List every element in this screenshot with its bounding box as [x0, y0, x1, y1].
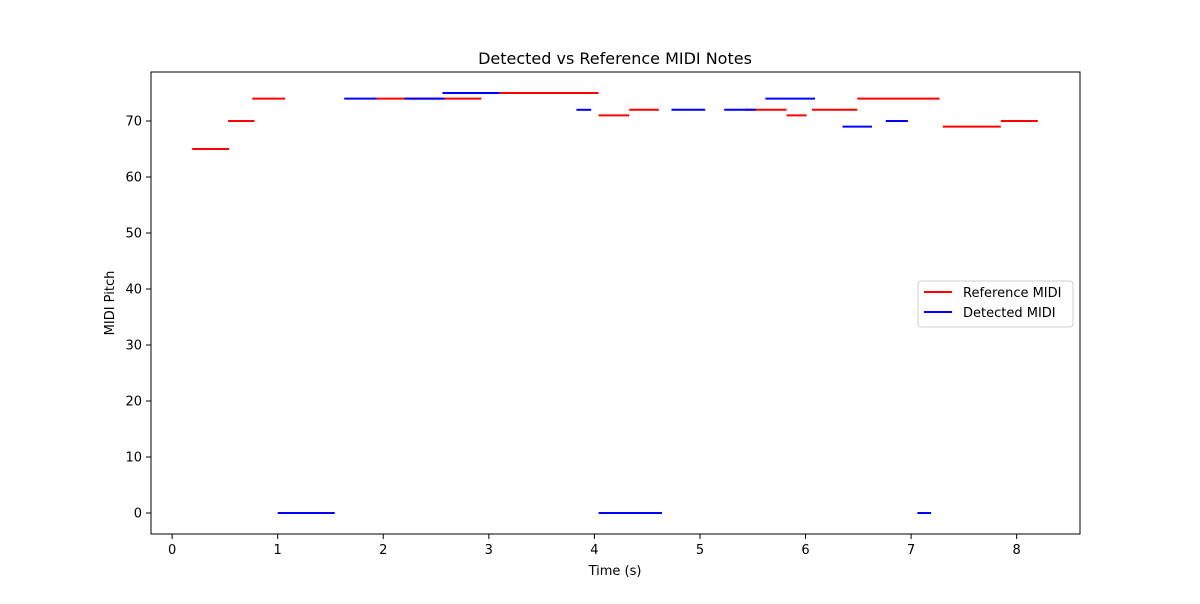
x-tick-label-5: 5	[696, 543, 704, 558]
y-tick-label-5: 50	[125, 227, 142, 242]
x-tick-label-7: 7	[907, 543, 915, 558]
y-tick-label-1: 10	[125, 451, 142, 466]
legend-label-detected: Detected MIDI	[963, 306, 1056, 321]
legend: Reference MIDI Detected MIDI	[917, 280, 1074, 328]
plot-area	[192, 92, 1038, 514]
y-tick-label-3: 30	[125, 339, 142, 354]
y-axis-label: MIDI Pitch	[103, 271, 118, 336]
legend-label-reference: Reference MIDI	[963, 286, 1062, 301]
x-tick-label-6: 6	[801, 543, 809, 558]
detected-series	[277, 92, 932, 514]
x-tick-label-2: 2	[379, 543, 387, 558]
y-tick-label-0: 0	[134, 507, 142, 522]
x-axis: 0 1 2 3 4 5 6 7 8	[168, 534, 1021, 558]
x-tick-label-0: 0	[168, 543, 176, 558]
y-tick-label-2: 20	[125, 395, 142, 410]
chart-title: Detected vs Reference MIDI Notes	[478, 49, 752, 68]
axes-frame	[150, 71, 1081, 535]
x-tick-label-3: 3	[485, 543, 493, 558]
x-tick-label-4: 4	[590, 543, 598, 558]
y-axis: 0 10 20 30 40 50 60 70	[125, 115, 151, 522]
y-tick-label-6: 60	[125, 171, 142, 186]
y-tick-label-4: 40	[125, 283, 142, 298]
y-tick-label-7: 70	[125, 115, 142, 130]
x-tick-label-8: 8	[1013, 543, 1021, 558]
x-axis-label: Time (s)	[588, 564, 642, 579]
legend-box	[917, 280, 1074, 328]
x-tick-label-1: 1	[274, 543, 282, 558]
